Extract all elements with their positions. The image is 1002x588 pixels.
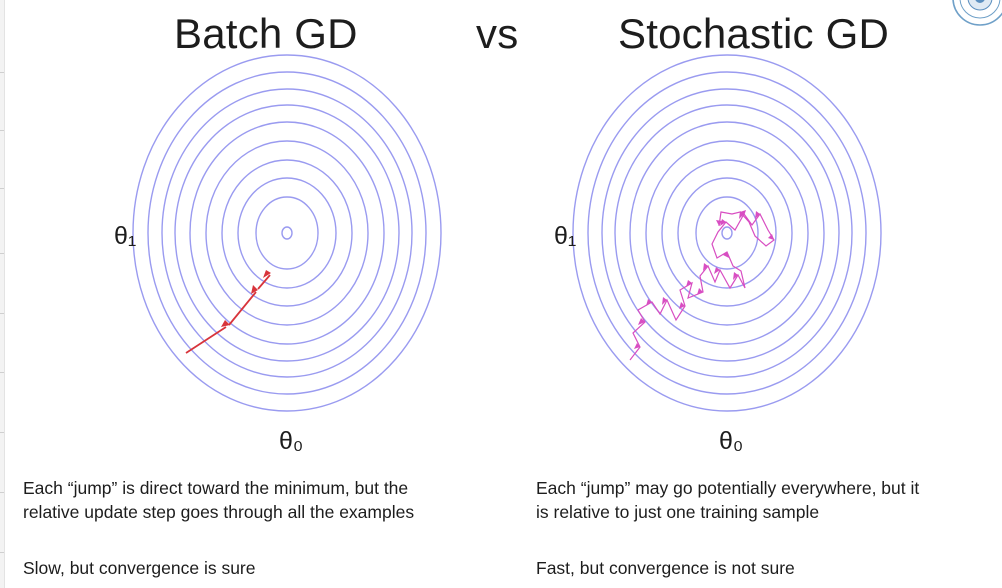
stochastic-caption-line: Each “jump” may go potentially everywher… <box>536 478 920 498</box>
batch-gd-note: Slow, but convergence is sure <box>23 558 256 578</box>
stochastic-gd-caption: Each “jump” may go potentially everywher… <box>536 476 919 524</box>
batch-contour-lines <box>132 54 442 412</box>
stochastic-gd-path <box>629 210 775 361</box>
title-vs: vs <box>476 10 519 57</box>
stochastic-contour-lines <box>572 54 882 412</box>
title-stochastic-gd: Stochastic GD <box>618 10 890 57</box>
title-batch-gd: Batch GD <box>174 10 358 57</box>
university-seal-icon <box>952 0 1002 26</box>
stochastic-gd-note: Fast, but convergence is not sure <box>536 558 795 578</box>
slide-edge-rule <box>0 0 5 588</box>
edge-tick <box>0 432 4 433</box>
stochastic-theta1-label: θ₁ <box>554 222 577 250</box>
edge-tick <box>0 72 4 73</box>
batch-caption-line: Each “jump” is direct toward the minimum… <box>23 478 409 498</box>
batch-gd-caption: Each “jump” is direct toward the minimum… <box>23 476 414 524</box>
stochastic-caption-line: is relative to just one training sample <box>536 502 820 522</box>
stochastic-theta0-label: θ₀ <box>719 427 744 455</box>
batch-theta1-label: θ₁ <box>114 222 137 250</box>
edge-tick <box>0 253 4 254</box>
edge-tick <box>0 552 4 553</box>
edge-tick <box>0 492 4 493</box>
batch-theta0-label: θ₀ <box>279 427 304 455</box>
batch-caption-line: relative update step goes through all th… <box>23 502 415 522</box>
edge-tick <box>0 372 4 373</box>
batch-gd-path <box>185 270 271 354</box>
edge-tick <box>0 130 4 131</box>
edge-tick <box>0 188 4 189</box>
edge-tick <box>0 313 4 314</box>
